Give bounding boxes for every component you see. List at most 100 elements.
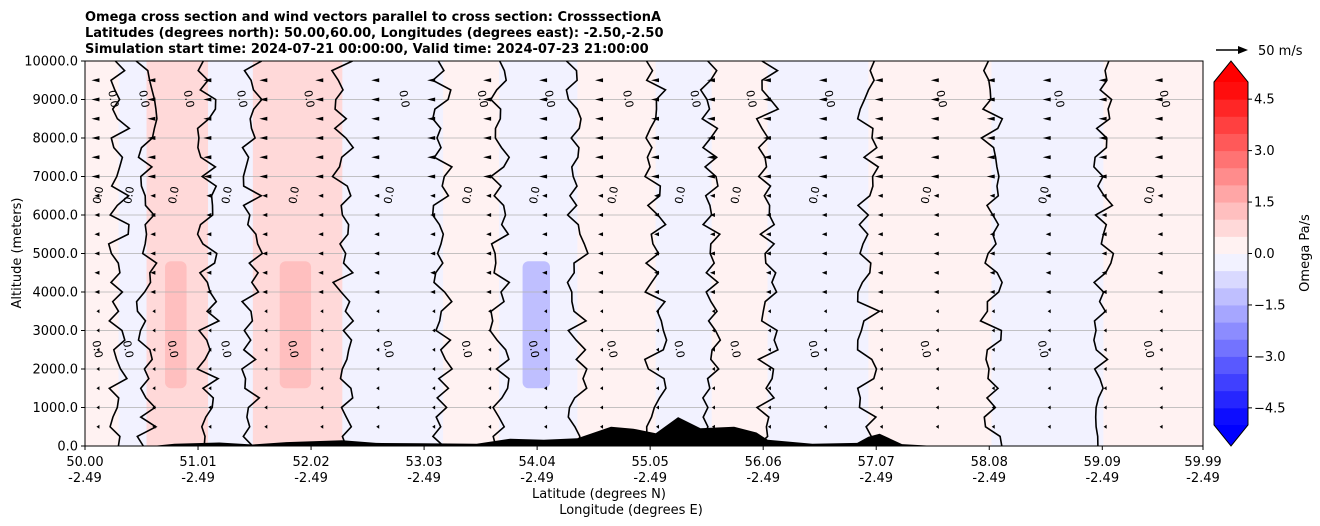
- wind-vector: [430, 193, 436, 198]
- wind-vector: [711, 367, 715, 371]
- wind-vector: [320, 347, 324, 352]
- zero-contour-line: [1092, 61, 1115, 446]
- wind-vector: [430, 251, 436, 256]
- wind-vector: [374, 270, 380, 275]
- wind-vector: [486, 213, 492, 217]
- wind-vector: [320, 328, 324, 333]
- wind-vector: [600, 309, 604, 314]
- wind-vector: [96, 309, 100, 314]
- wind-vector: [1157, 290, 1163, 294]
- wind-vector: [94, 251, 100, 256]
- wind-vector: [1047, 386, 1051, 391]
- wind-vector: [203, 97, 212, 102]
- wind-vector: [655, 328, 659, 333]
- wind-vector: [1103, 347, 1107, 352]
- colorbar-tick-label: 0.0: [1254, 247, 1275, 262]
- wind-vector: [1157, 232, 1163, 237]
- wind-vector: [320, 367, 324, 371]
- wind-vector: [879, 328, 883, 333]
- wind-vector: [318, 251, 324, 256]
- wind-vector: [1101, 193, 1107, 198]
- wind-vector: [1047, 347, 1051, 352]
- wind-vector: [1047, 405, 1051, 410]
- wind-vector: [598, 232, 604, 237]
- wind-vector: [544, 367, 548, 371]
- wind-vector: [259, 97, 268, 102]
- wind-vector: [765, 232, 771, 237]
- wind-vector: [1159, 405, 1163, 410]
- zero-contour-line: [489, 61, 511, 446]
- wind-vector: [706, 174, 715, 179]
- wind-vector: [655, 405, 659, 410]
- wind-vector: [595, 136, 604, 140]
- wind-vector: [371, 116, 380, 121]
- wind-vector: [320, 424, 324, 429]
- contour-labels: 0.0 0.0 0.0 0.0 0.0 0.0 0.0 0.0 0.0 0.0 0.0 0.0 0.0 0…: [89, 89, 1172, 359]
- contour-label: 0.0: [90, 185, 106, 204]
- wind-vector: [935, 309, 939, 314]
- wind-vector: [1157, 251, 1163, 256]
- wind-vector: [488, 328, 492, 333]
- wind-vector: [823, 328, 827, 333]
- wind-vector: [991, 424, 995, 429]
- wind-vector: [262, 213, 268, 217]
- wind-vector: [488, 405, 492, 410]
- wind-vector: [823, 424, 827, 429]
- x-tick-label-latitude: 59.99: [1184, 455, 1221, 470]
- wind-vector: [483, 97, 492, 102]
- wind-vector: [206, 251, 212, 256]
- colorbar-segment: [1214, 322, 1248, 340]
- contour-label: 0.0: [1142, 185, 1158, 204]
- wind-vector: [374, 290, 380, 294]
- quiver-key: 50 m/s: [1216, 44, 1303, 59]
- wind-vector: [653, 232, 659, 237]
- wind-vector: [877, 290, 883, 294]
- colorbar-segment: [1214, 82, 1248, 100]
- wind-vector: [1047, 309, 1051, 314]
- contour-label: 0.0: [105, 89, 121, 108]
- wind-vector: [823, 367, 827, 371]
- wind-vector: [595, 174, 604, 179]
- wind-vector: [1098, 78, 1107, 83]
- wind-vector: [542, 290, 548, 294]
- wind-vector: [653, 193, 659, 198]
- wind-vector: [320, 309, 324, 314]
- colorbar-segment: [1214, 253, 1248, 272]
- wind-vector: [709, 232, 715, 237]
- wind-vector: [150, 290, 156, 294]
- x-tick-label-latitude: 59.09: [1084, 455, 1121, 470]
- colorbar-outline: [1213, 60, 1249, 447]
- wind-vector: [94, 193, 100, 198]
- wind-vector: [318, 193, 324, 198]
- colorbar-segment: [1214, 270, 1248, 289]
- wind-vector: [879, 405, 883, 410]
- colorbar-tick-label: 1.5: [1254, 196, 1275, 211]
- wind-vector: [152, 424, 156, 429]
- wind-vector: [94, 270, 100, 275]
- wind-vector: [315, 116, 324, 121]
- wind-vector: [823, 347, 827, 352]
- wind-vector: [600, 405, 604, 410]
- wind-vector: [259, 116, 268, 121]
- wind-vector: [874, 174, 883, 179]
- colorbar-tick-label: 4.5: [1254, 93, 1275, 108]
- wind-vector: [991, 328, 995, 333]
- wind-vector: [152, 405, 156, 410]
- wind-vector: [483, 155, 492, 160]
- wind-vector: [264, 386, 268, 391]
- wind-vector: [933, 193, 939, 198]
- title-line-3: Simulation start time: 2024-07-21 00:00:…: [85, 42, 649, 57]
- x-axis-label-longitude: Longitude (degrees E): [559, 503, 703, 518]
- wind-vector: [208, 367, 212, 371]
- wind-vector: [991, 347, 995, 352]
- wind-vector: [259, 78, 268, 83]
- zero-contour-line: [196, 61, 221, 446]
- wind-vector: [706, 116, 715, 121]
- wind-vector: [767, 386, 771, 391]
- wind-vector: [709, 213, 715, 217]
- wind-vector: [1098, 116, 1107, 121]
- wind-vector: [427, 174, 436, 179]
- wind-vector: [542, 251, 548, 256]
- contour-label: 0.0: [1141, 339, 1157, 358]
